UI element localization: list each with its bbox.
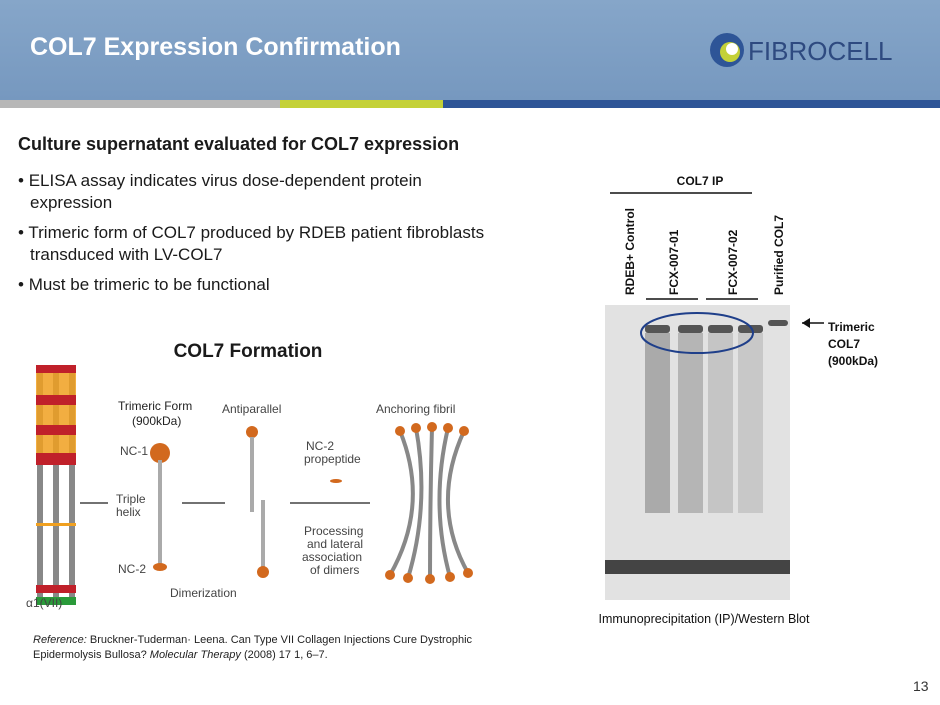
- band: [768, 320, 788, 326]
- globule: [246, 426, 258, 438]
- lane-label: RDEB+ Control: [623, 208, 637, 295]
- diagram-label: NC-1: [120, 444, 148, 458]
- diagram-label: Processing: [304, 524, 363, 538]
- lane-label: FCX-007-02: [726, 229, 740, 295]
- highlight: [640, 312, 754, 354]
- nc1-segment: [36, 425, 76, 435]
- heading: Culture supernatant evaluated for COL7 e…: [18, 134, 460, 154]
- group-label: COL7 IP: [677, 174, 724, 188]
- chain: [53, 365, 59, 605]
- nc1-segment: [36, 365, 76, 373]
- reference-citation: (2008) 17 1, 6–7.: [243, 649, 328, 661]
- diagram-label: α1(VII): [26, 596, 62, 610]
- smear: [678, 333, 703, 513]
- nc2-segment: [36, 585, 76, 593]
- smear: [738, 333, 763, 513]
- chain: [69, 365, 75, 605]
- band-label: COL7: [828, 337, 860, 351]
- nc1-globule: [150, 443, 170, 463]
- reference-journal: Molecular Therapy: [149, 649, 241, 661]
- figure-title: COL7 Formation: [174, 341, 323, 362]
- globule: [445, 572, 455, 582]
- diagram-label: of dimers: [310, 563, 359, 577]
- band-label: Trimeric: [828, 320, 875, 334]
- globule: [257, 566, 269, 578]
- arrow-head: [802, 318, 810, 328]
- band: [708, 325, 733, 333]
- blot-caption: Immunoprecipitation (IP)/Western Blot: [599, 612, 810, 626]
- band: [738, 325, 763, 333]
- globule: [403, 573, 413, 583]
- helix: [158, 460, 162, 565]
- nc1-segment: [36, 395, 76, 405]
- western-blot: COL7 IP RDEB+ Control FCX-007-01 FCX-007…: [599, 174, 879, 626]
- globule: [443, 423, 453, 433]
- nc1-segment: [36, 453, 76, 465]
- diagram-label: Triple: [116, 492, 146, 506]
- propeptide: [330, 479, 342, 483]
- formation-diagram: COL7 Formation Trimeric Form (900kDa) NC…: [26, 341, 473, 610]
- globule: [395, 426, 405, 436]
- band: [678, 325, 703, 333]
- smear: [708, 333, 733, 513]
- globule: [427, 422, 437, 432]
- diagram-label: (900kDa): [132, 414, 181, 428]
- diagram-label: NC-2: [118, 562, 146, 576]
- globule: [411, 423, 421, 433]
- hinge: [36, 523, 76, 526]
- bullet: Must be trimeric to be functional: [18, 274, 498, 296]
- band: [645, 325, 670, 333]
- reference-text: Bruckner-Tuderman· Leena. Can Type VII C…: [33, 634, 473, 661]
- nc2-globule: [153, 563, 167, 571]
- diagram-label: Dimerization: [170, 586, 237, 600]
- fibril-strand: [437, 427, 452, 578]
- diagram-label: Trimeric Form: [118, 399, 192, 413]
- smear: [645, 333, 670, 513]
- slide-title: COL7 Expression Confirmation: [30, 33, 401, 61]
- logo-text: FIBROCELL: [748, 36, 893, 66]
- diagram-label: NC-2: [306, 439, 334, 453]
- diagram-label: Anchoring fibril: [376, 402, 455, 416]
- lane-label: FCX-007-01: [667, 229, 681, 295]
- page-number: 13: [913, 678, 929, 694]
- reference: Reference: Bruckner-Tuderman· Leena. Can…: [33, 633, 473, 663]
- helix: [250, 437, 254, 512]
- stripe: [443, 100, 940, 108]
- reference-label: Reference:: [33, 634, 87, 646]
- bullet: ELISA assay indicates virus dose-depende…: [18, 170, 498, 214]
- band-label: (900kDa): [828, 354, 878, 368]
- globule: [463, 568, 473, 578]
- bullet-list: ELISA assay indicates virus dose-depende…: [18, 170, 498, 304]
- fibril-ends: [385, 422, 473, 584]
- fibril-strand: [445, 430, 470, 574]
- bullet: Trimeric form of COL7 produced by RDEB p…: [18, 222, 498, 266]
- globule: [459, 426, 469, 436]
- fibril-strand: [406, 427, 424, 579]
- diagram-label: Antiparallel: [222, 402, 281, 416]
- nc2-segment: [36, 597, 76, 605]
- band: [605, 560, 790, 574]
- fibril: [388, 426, 470, 580]
- globule: [425, 574, 435, 584]
- nc1-domain: [36, 365, 76, 465]
- helix: [261, 500, 265, 570]
- diagram-label: helix: [116, 505, 141, 519]
- diagram-label: and lateral: [307, 537, 363, 551]
- globule: [385, 570, 395, 580]
- lane-label: Purified COL7: [772, 215, 786, 295]
- header-bar: [0, 0, 940, 100]
- fibril-strand: [428, 426, 434, 580]
- stripe: [280, 100, 443, 108]
- bands: [605, 320, 790, 574]
- fibril-strand: [388, 430, 415, 576]
- diagram-label: propeptide: [304, 452, 361, 466]
- logo: FIBROCELL: [710, 33, 893, 67]
- chains: [36, 365, 76, 605]
- chain: [37, 365, 43, 605]
- diagram-label: association: [302, 550, 362, 564]
- logo-mark: [726, 43, 738, 55]
- stripe: [0, 100, 280, 108]
